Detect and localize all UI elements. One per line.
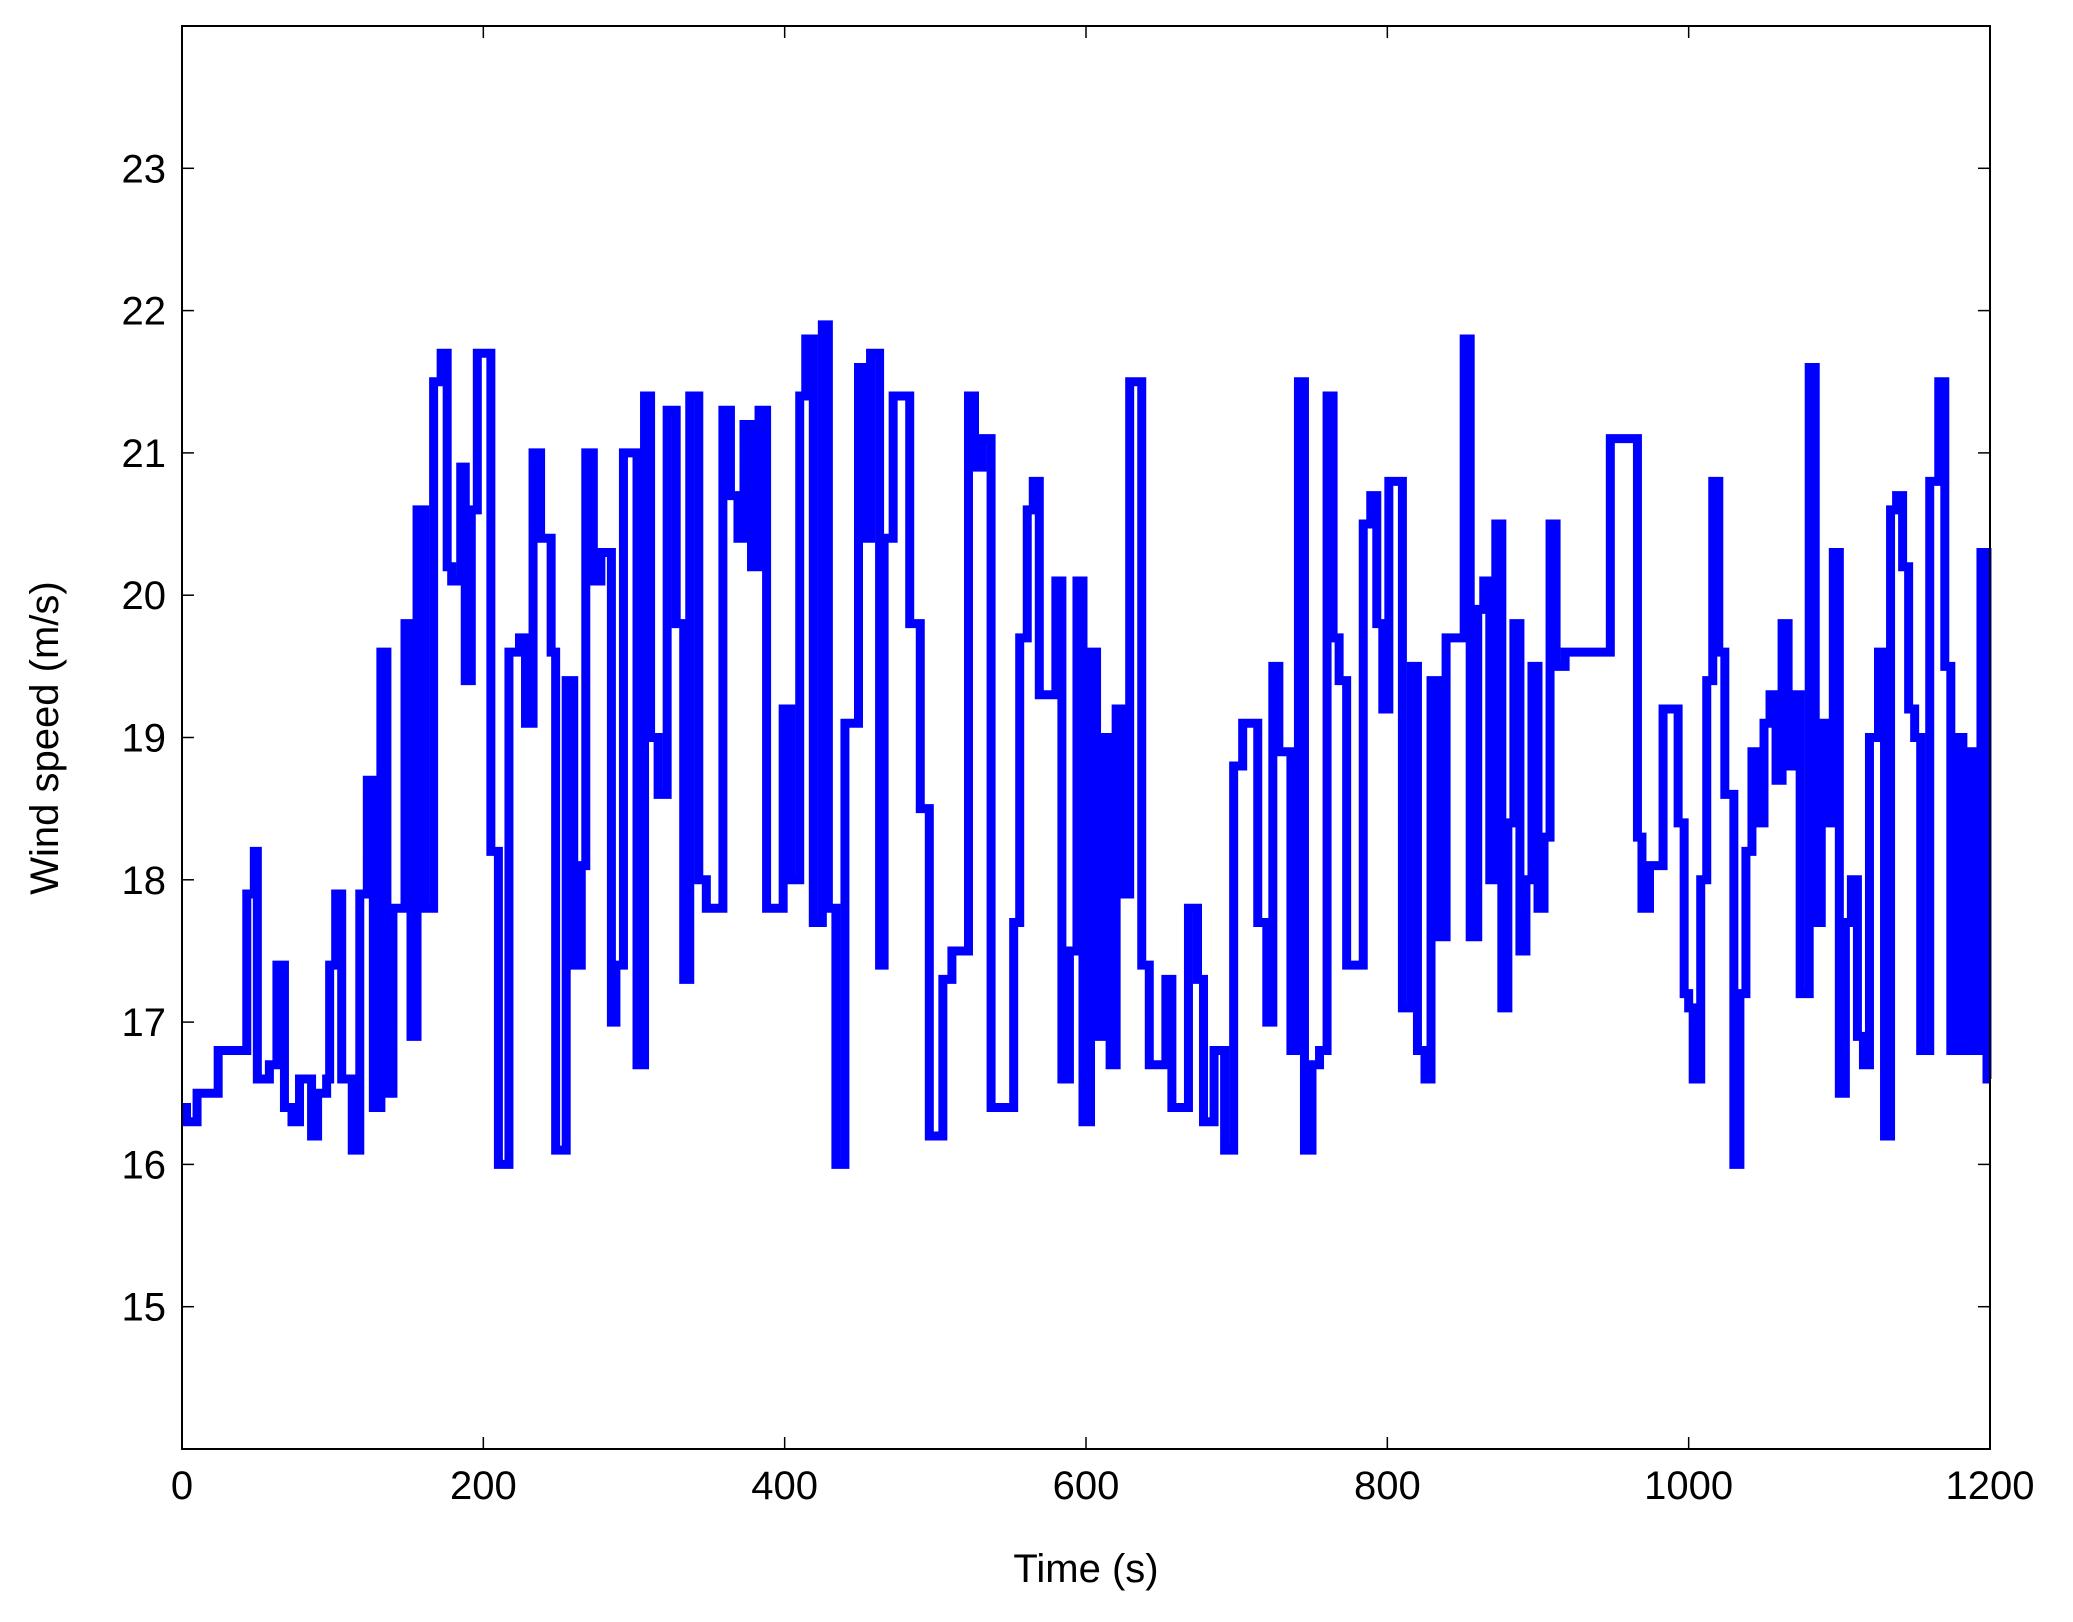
x-tick-label: 400: [751, 1464, 818, 1508]
y-tick-label: 21: [122, 432, 167, 476]
y-tick-label: 18: [122, 859, 167, 903]
x-tick-label: 0: [171, 1464, 193, 1508]
x-tick-label: 1000: [1644, 1464, 1733, 1508]
y-tick-label: 15: [122, 1286, 167, 1330]
plot-frame: [181, 25, 1991, 1450]
y-tick-label: 20: [122, 574, 167, 618]
x-axis-label: Time (s): [1013, 1547, 1158, 1591]
y-tick-label: 17: [122, 1001, 167, 1045]
y-tick-label: 16: [122, 1143, 167, 1187]
x-tick-label: 600: [1053, 1464, 1120, 1508]
x-tick-label: 1200: [1946, 1464, 2035, 1508]
y-tick-label: 23: [122, 147, 167, 191]
x-tick-label: 200: [450, 1464, 517, 1508]
x-tick-label: 800: [1354, 1464, 1421, 1508]
y-tick-label: 22: [122, 290, 167, 334]
y-axis-label: Wind speed (m/s): [23, 581, 67, 894]
data-line: [182, 320, 1992, 1169]
y-tick-label: 19: [122, 717, 167, 761]
